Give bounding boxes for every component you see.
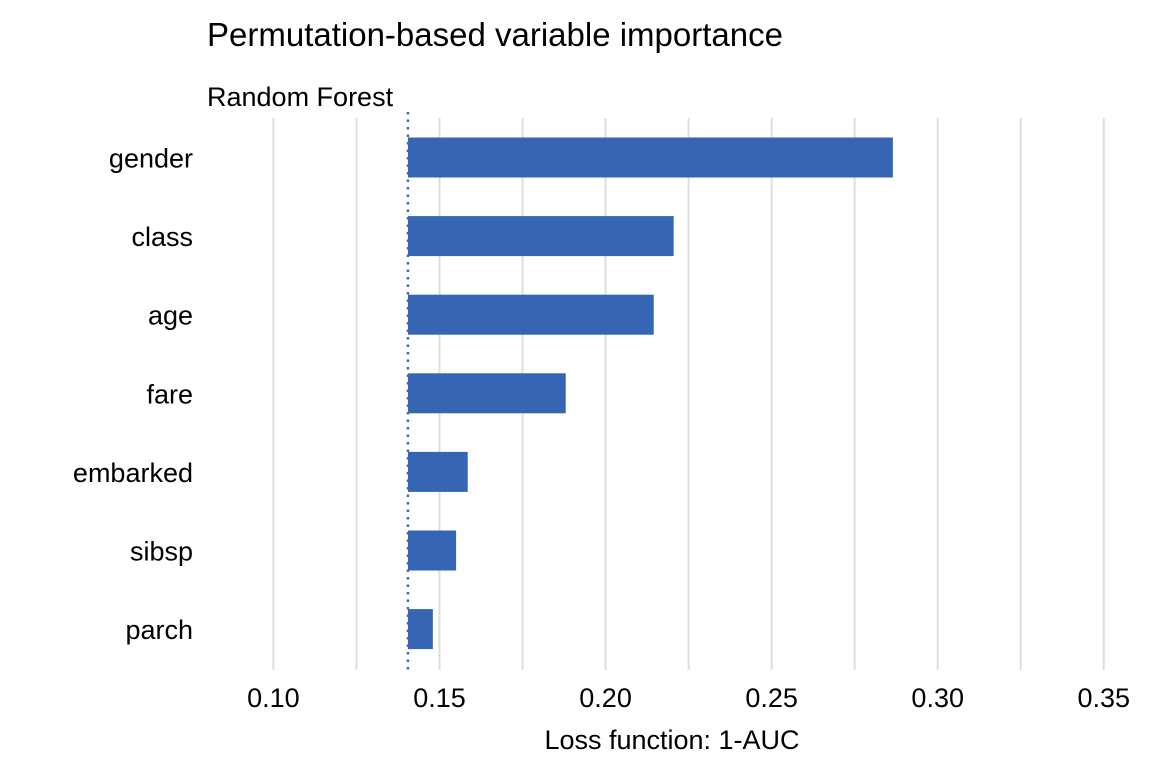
y-tick-label-gender: gender [109,144,193,174]
bar-age [407,294,654,335]
bars [407,137,893,650]
bar-sibsp [407,530,457,571]
y-tick-label-parch: parch [125,615,193,645]
bar-fare [407,373,566,414]
bar-parch [407,609,433,650]
x-tick-label: 0.30 [911,683,964,713]
x-tick-label: 0.35 [1078,683,1131,713]
bar-class [407,216,674,257]
y-tick-label-sibsp: sibsp [130,537,193,567]
chart-title: Permutation-based variable importance [207,16,783,53]
bar-gender [407,137,893,178]
x-axis-tick-labels: 0.10 0.15 0.20 0.25 0.30 0.35 [247,683,1130,713]
chart-subtitle: Random Forest [207,82,394,112]
x-tick-label: 0.15 [413,683,466,713]
x-axis-label: Loss function: 1-AUC [544,725,799,755]
x-tick-label: 0.25 [745,683,798,713]
y-tick-label-class: class [131,222,193,252]
y-tick-label-age: age [148,301,193,331]
x-tick-label: 0.10 [247,683,300,713]
x-tick-label: 0.20 [579,683,632,713]
gridlines [272,118,1105,670]
bar-embarked [407,451,468,492]
y-tick-label-fare: fare [146,379,193,409]
y-axis-tick-labels: gender class age fare embarked sibsp parch [73,144,193,646]
y-tick-label-embarked: embarked [73,458,193,488]
